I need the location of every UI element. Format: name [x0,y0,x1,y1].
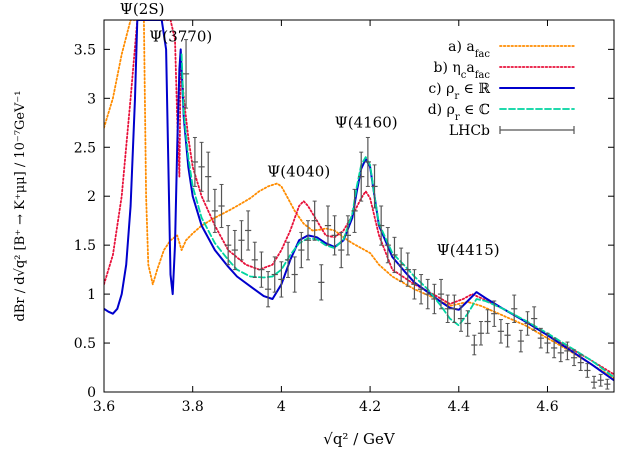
legend-label: d) ρr ∈ ℂ [428,102,490,123]
resonance-label: Ψ(3770) [149,28,212,46]
y-tick-label: 3 [87,91,96,107]
series-layer [104,20,614,390]
legend-label: c) ρr ∈ ℝ [428,81,490,102]
resonance-label: Ψ(4040) [267,163,330,181]
x-tick-label: 4.6 [536,399,558,415]
series-line-c [104,20,614,382]
series-lhcb [182,39,611,390]
plot-frame [103,19,615,393]
x-tick-label: 4.2 [359,399,381,415]
series-line-d [180,53,614,379]
resonance-label: Ψ(4160) [335,114,398,132]
ticks-layer: 3.6 3.8 4 4.2 4.4 4.6 0 0.5 1 1.5 2 2.5 3 3.5 [74,20,614,415]
x-tick-label: 4 [277,399,286,415]
y-tick-label: 0.5 [74,336,96,352]
y-tick-label: 1 [87,287,96,303]
series-line-a [104,20,614,380]
y-tick-label: 0 [87,385,96,401]
x-tick-label: 3.8 [182,399,204,415]
legend-label: a) afac [448,39,490,60]
y-axis-label: dBr / d√q² [B⁺ → K⁺μμ] / 10⁻⁷GeV⁻¹ [13,91,28,322]
y-tick-label: 2 [87,189,96,205]
legend-label: b) ηcafac [434,60,491,81]
y-tick-label: 1.5 [74,238,96,254]
y-tick-label: 3.5 [74,42,96,58]
annotation-layer: Ψ(2S) Ψ(3770) Ψ(4040) Ψ(4160) Ψ(4415) [120,0,500,259]
x-axis-label: √q² / GeV [323,430,396,448]
y-tick-label: 2.5 [74,140,96,156]
series-line-b [104,20,614,376]
resonance-label: Ψ(2S) [120,0,165,18]
x-tick-label: 3.6 [93,399,115,415]
legend-label: LHCb [449,123,490,139]
x-tick-label: 4.4 [448,399,470,415]
resonance-label: Ψ(4415) [437,241,500,259]
